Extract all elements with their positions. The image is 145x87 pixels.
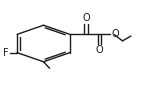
Text: O: O: [96, 45, 103, 55]
Text: F: F: [3, 48, 9, 58]
Text: O: O: [82, 13, 90, 23]
Text: O: O: [111, 29, 119, 39]
